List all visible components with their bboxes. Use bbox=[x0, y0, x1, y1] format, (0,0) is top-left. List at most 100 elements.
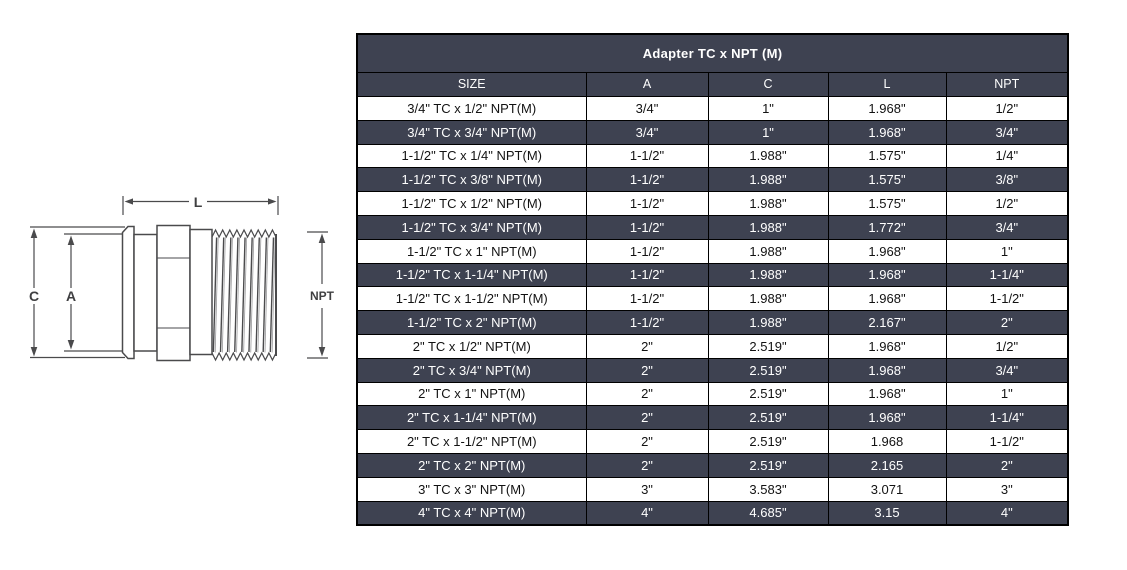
table-cell: 1-1/2" TC x 2" NPT(M) bbox=[357, 311, 586, 335]
fitting-collar bbox=[190, 230, 212, 355]
table-cell: 2.519" bbox=[708, 334, 828, 358]
column-header-row: SIZEACLNPT bbox=[357, 73, 1068, 97]
table-cell: 3" bbox=[946, 477, 1068, 501]
table-row: 1-1/2" TC x 1-1/4" NPT(M)1-1/2"1.988"1.9… bbox=[357, 263, 1068, 287]
table-cell: 1.988" bbox=[708, 239, 828, 263]
table-cell: 2" TC x 2" NPT(M) bbox=[357, 453, 586, 477]
table-cell: 2.167" bbox=[828, 311, 946, 335]
table-row: 1-1/2" TC x 1-1/2" NPT(M)1-1/2"1.988"1.9… bbox=[357, 287, 1068, 311]
table-row: 1-1/2" TC x 1" NPT(M)1-1/2"1.988"1.968"1… bbox=[357, 239, 1068, 263]
table-cell: 2.519" bbox=[708, 453, 828, 477]
table-cell: 1" bbox=[946, 239, 1068, 263]
table-cell: 1-1/2" bbox=[586, 192, 708, 216]
table-cell: 1/4" bbox=[946, 144, 1068, 168]
table-cell: 1-1/2" bbox=[586, 263, 708, 287]
column-header-npt: NPT bbox=[946, 73, 1068, 97]
table-cell: 1.988" bbox=[708, 168, 828, 192]
column-header-a: A bbox=[586, 73, 708, 97]
table-cell: 1.772" bbox=[828, 215, 946, 239]
table-row: 2" TC x 1-1/2" NPT(M)2"2.519"1.9681-1/2" bbox=[357, 430, 1068, 454]
table-cell: 1.575" bbox=[828, 144, 946, 168]
dim-label-a: A bbox=[66, 288, 76, 304]
dim-label-c: C bbox=[29, 288, 39, 304]
table-title-row: Adapter TC x NPT (M) bbox=[357, 34, 1068, 73]
table-cell: 1.968" bbox=[828, 358, 946, 382]
table-cell: 4.685" bbox=[708, 501, 828, 525]
spec-table-body: 3/4" TC x 1/2" NPT(M)3/4"1"1.968"1/2"3/4… bbox=[357, 97, 1068, 526]
table-cell: 4" bbox=[946, 501, 1068, 525]
table-cell: 1-1/2" bbox=[586, 168, 708, 192]
table-cell: 1-1/2" bbox=[586, 144, 708, 168]
table-cell: 1.968" bbox=[828, 120, 946, 144]
table-cell: 1" bbox=[708, 97, 828, 121]
adapter-technical-drawing: L C A NP bbox=[20, 180, 350, 385]
column-header-c: C bbox=[708, 73, 828, 97]
table-row: 3" TC x 3" NPT(M)3"3.583"3.0713" bbox=[357, 477, 1068, 501]
table-row: 1-1/2" TC x 1/2" NPT(M)1-1/2"1.988"1.575… bbox=[357, 192, 1068, 216]
dim-label-l: L bbox=[194, 194, 203, 210]
table-cell: 3/4" bbox=[946, 358, 1068, 382]
table-cell: 2" bbox=[586, 358, 708, 382]
table-cell: 1-1/2" TC x 1" NPT(M) bbox=[357, 239, 586, 263]
table-cell: 3.071 bbox=[828, 477, 946, 501]
table-cell: 3/4" bbox=[946, 120, 1068, 144]
table-cell: 1-1/2" TC x 1-1/4" NPT(M) bbox=[357, 263, 586, 287]
table-row: 4" TC x 4" NPT(M)4"4.685"3.154" bbox=[357, 501, 1068, 525]
table-cell: 1-1/2" bbox=[946, 430, 1068, 454]
table-cell: 1.988" bbox=[708, 287, 828, 311]
table-row: 1-1/2" TC x 3/8" NPT(M)1-1/2"1.988"1.575… bbox=[357, 168, 1068, 192]
table-cell: 1.968" bbox=[828, 97, 946, 121]
table-cell: 2" bbox=[946, 311, 1068, 335]
table-cell: 1.968" bbox=[828, 334, 946, 358]
table-cell: 1/2" bbox=[946, 334, 1068, 358]
fitting-neck bbox=[134, 235, 157, 352]
table-cell: 1" bbox=[946, 382, 1068, 406]
table-cell: 2.519" bbox=[708, 382, 828, 406]
table-cell: 3/4" bbox=[946, 215, 1068, 239]
table-title: Adapter TC x NPT (M) bbox=[357, 34, 1068, 73]
table-row: 1-1/2" TC x 3/4" NPT(M)1-1/2"1.988"1.772… bbox=[357, 215, 1068, 239]
table-cell: 2" TC x 1" NPT(M) bbox=[357, 382, 586, 406]
table-cell: 1-1/2" TC x 1/4" NPT(M) bbox=[357, 144, 586, 168]
page: { "colors": { "dark_bg": "#3E4251", "bor… bbox=[0, 0, 1127, 570]
table-cell: 3" TC x 3" NPT(M) bbox=[357, 477, 586, 501]
table-cell: 1.968" bbox=[828, 239, 946, 263]
table-cell: 1-1/2" bbox=[946, 287, 1068, 311]
table-cell: 2" TC x 1/2" NPT(M) bbox=[357, 334, 586, 358]
table-cell: 2" TC x 1-1/4" NPT(M) bbox=[357, 406, 586, 430]
table-row: 2" TC x 3/4" NPT(M)2"2.519"1.968"3/4" bbox=[357, 358, 1068, 382]
dim-label-npt: NPT bbox=[310, 289, 335, 303]
table-cell: 2.519" bbox=[708, 358, 828, 382]
table-cell: 2.519" bbox=[708, 406, 828, 430]
dimension-a: A bbox=[64, 234, 122, 351]
dimension-l: L bbox=[123, 194, 278, 215]
fitting-body bbox=[123, 226, 277, 361]
table-cell: 2.165 bbox=[828, 453, 946, 477]
table-row: 3/4" TC x 3/4" NPT(M)3/4"1"1.968"3/4" bbox=[357, 120, 1068, 144]
table-cell: 3/8" bbox=[946, 168, 1068, 192]
table-cell: 3/4" bbox=[586, 97, 708, 121]
table-row: 2" TC x 1-1/4" NPT(M)2"2.519"1.968"1-1/4… bbox=[357, 406, 1068, 430]
tc-flange bbox=[123, 227, 135, 359]
table-cell: 1.988" bbox=[708, 263, 828, 287]
table-cell: 4" bbox=[586, 501, 708, 525]
table-cell: 1" bbox=[708, 120, 828, 144]
table-cell: 2" bbox=[586, 453, 708, 477]
table-cell: 2.519" bbox=[708, 430, 828, 454]
table-cell: 2" bbox=[946, 453, 1068, 477]
table-cell: 2" TC x 1-1/2" NPT(M) bbox=[357, 430, 586, 454]
table-row: 2" TC x 1/2" NPT(M)2"2.519"1.968"1/2" bbox=[357, 334, 1068, 358]
table-row: 1-1/2" TC x 2" NPT(M)1-1/2"1.988"2.167"2… bbox=[357, 311, 1068, 335]
table-cell: 1.988" bbox=[708, 311, 828, 335]
table-cell: 1.575" bbox=[828, 168, 946, 192]
table-cell: 1.968" bbox=[828, 287, 946, 311]
table-cell: 3/4" bbox=[586, 120, 708, 144]
table-cell: 1.988" bbox=[708, 144, 828, 168]
table-cell: 1.988" bbox=[708, 192, 828, 216]
dimension-c: C bbox=[29, 227, 125, 358]
table-cell: 2" bbox=[586, 334, 708, 358]
npt-threads bbox=[212, 230, 276, 360]
fitting-hex-body bbox=[157, 226, 190, 361]
table-cell: 1-1/2" bbox=[586, 215, 708, 239]
table-cell: 1.968 bbox=[828, 430, 946, 454]
